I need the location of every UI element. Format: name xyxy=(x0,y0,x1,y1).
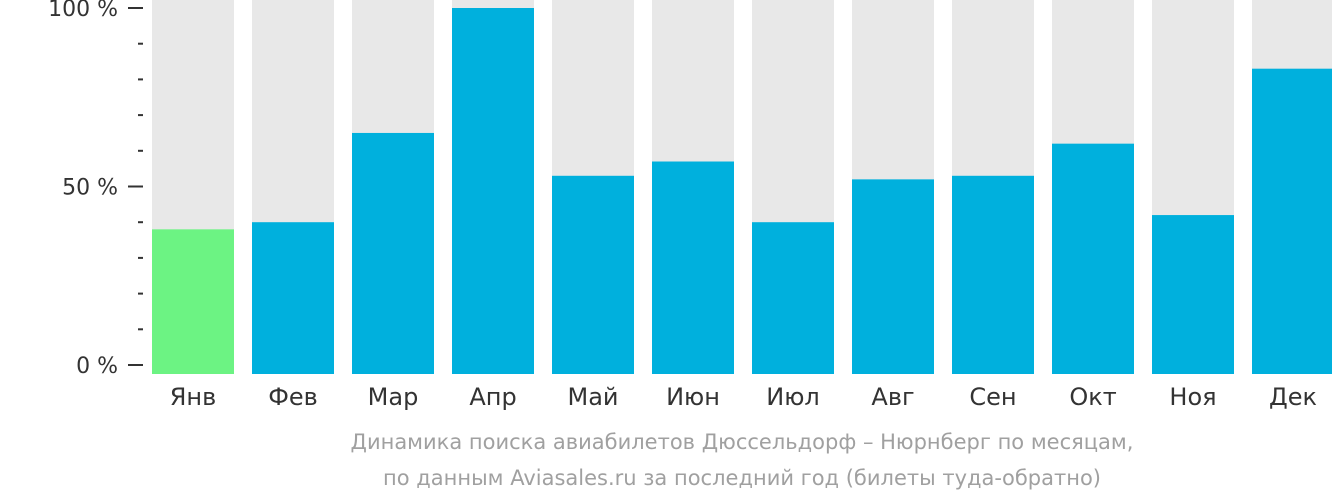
x-tick-label-5: Май xyxy=(567,383,618,411)
x-tick-label-8: Авг xyxy=(871,383,914,411)
x-tick-label-4: Апр xyxy=(469,383,516,411)
chart-caption-line-2: по данным Aviasales.ru за последний год … xyxy=(383,466,1101,490)
x-tick-label-1: Янв xyxy=(170,383,217,411)
x-tick-label-7: Июл xyxy=(766,383,820,411)
x-tick-label-10: Окт xyxy=(1069,383,1116,411)
bar-chart: Янв Фев Мар Апр Май Июн Июл Авг Сен Окт Ноя Дек 0 % 5… xyxy=(48,0,1332,411)
bar-6 xyxy=(652,161,734,374)
x-tick-label-2: Фев xyxy=(268,383,318,411)
bar-2 xyxy=(252,222,334,374)
bar-5 xyxy=(552,175,634,374)
bar-11 xyxy=(1152,215,1234,374)
chart-caption-line-1: Динамика поиска авиабилетов Дюссельдорф … xyxy=(350,430,1134,454)
x-tick-label-3: Мар xyxy=(368,383,419,411)
x-tick-label-9: Сен xyxy=(969,383,1016,411)
bar-1 xyxy=(152,229,234,374)
bar-12 xyxy=(1252,68,1332,374)
bar-9 xyxy=(952,175,1034,374)
y-tick-label-1: 0 % xyxy=(76,354,118,379)
y-tick-label-3: 100 % xyxy=(48,0,118,22)
bar-7 xyxy=(752,222,834,374)
x-tick-label-12: Дек xyxy=(1269,383,1317,411)
x-tick-label-6: Июн xyxy=(666,383,720,411)
bar-8 xyxy=(852,179,934,374)
bar-10 xyxy=(1052,143,1134,374)
x-tick-label-11: Ноя xyxy=(1169,383,1216,411)
bar-4 xyxy=(452,8,534,374)
bar-3 xyxy=(352,132,434,374)
y-tick-label-2: 50 % xyxy=(62,176,118,201)
